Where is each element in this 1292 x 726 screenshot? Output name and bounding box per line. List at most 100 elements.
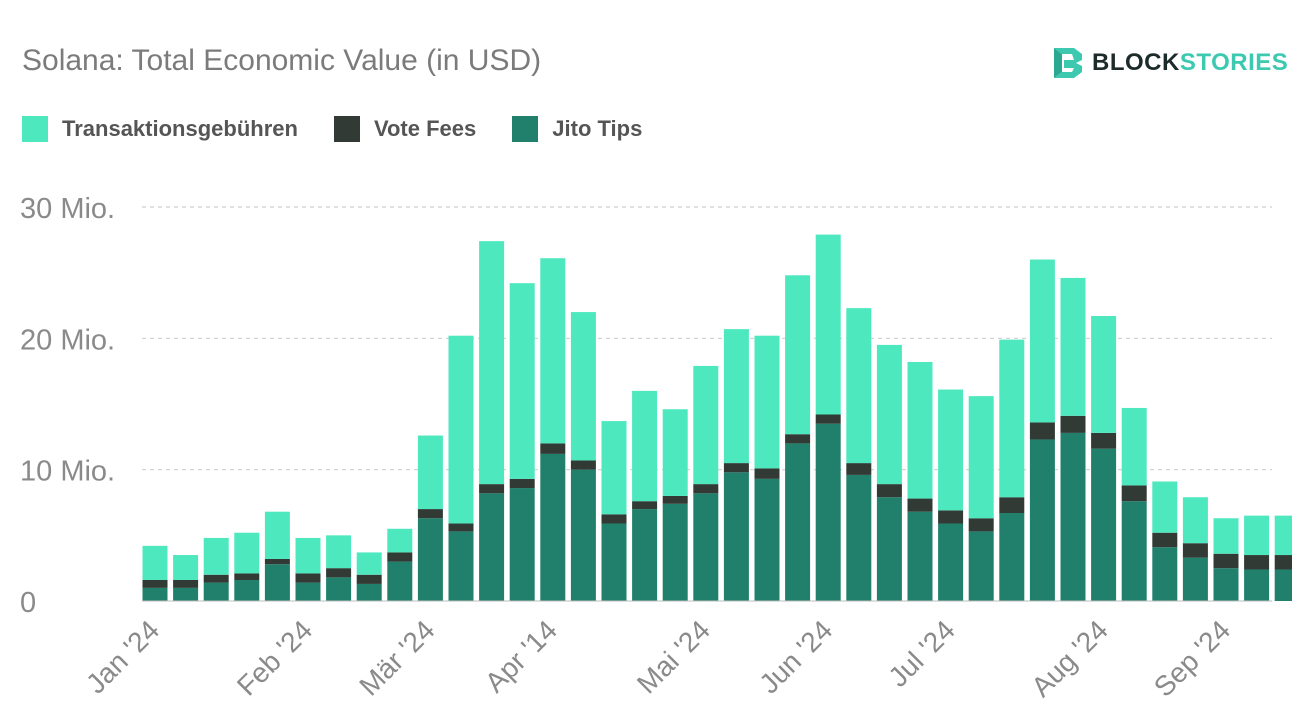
bar-segment [264, 558, 290, 565]
bar-segment [448, 335, 474, 524]
bar-segment [234, 532, 260, 574]
bar-segment [846, 474, 872, 601]
bar-segment [632, 501, 658, 510]
bar-segment [662, 409, 688, 496]
bar-segment [1029, 259, 1055, 423]
x-tick-label: Apr '14 [479, 614, 563, 698]
bar-segment [815, 234, 841, 415]
bar-segment [662, 503, 688, 601]
bar-segment [999, 339, 1025, 498]
x-tick-label: Feb '24 [231, 614, 318, 701]
bar-segment [295, 537, 321, 574]
bar-segment [1121, 501, 1147, 601]
bar-segment [785, 434, 811, 444]
bar-segment [1060, 432, 1086, 601]
x-tick-label: Jun '24 [753, 614, 838, 699]
bar-segment [601, 421, 627, 515]
bar-segment [1182, 557, 1208, 601]
bar-segment [846, 463, 872, 475]
bar-segment [387, 552, 413, 562]
y-tick-label: 30 Mio. [20, 193, 115, 225]
bar-segment [326, 568, 352, 578]
bar-segment [173, 587, 199, 601]
bar-segment [846, 308, 872, 464]
bar-segment [785, 275, 811, 435]
bar-segment [173, 555, 199, 580]
bar-segment [754, 478, 780, 601]
bar-segment [693, 493, 719, 601]
bar-segment [1029, 422, 1055, 440]
bar-segment [1244, 555, 1270, 570]
bar-segment [356, 574, 382, 584]
bar-segment [570, 469, 596, 601]
blockstories-logo: BLOCK STORIES [1050, 42, 1288, 84]
bar-segment [876, 344, 902, 485]
bar-segment [1244, 515, 1270, 556]
bar-segment [938, 510, 964, 524]
bar-segment [417, 518, 443, 601]
bar-segment [1152, 481, 1178, 533]
bar-segment [264, 511, 290, 559]
bar-segment [540, 258, 566, 444]
bar-segment [570, 460, 596, 470]
bar-segment [907, 498, 933, 512]
chart-legend: Transaktionsgebühren Vote Fees Jito Tips [22, 116, 678, 142]
bar-segment [1213, 518, 1239, 554]
bar-segment [1121, 485, 1147, 502]
bar-segment [356, 583, 382, 601]
bar-segment [356, 552, 382, 575]
bar-segment [723, 329, 749, 464]
bar-segment [601, 514, 627, 524]
bar-segment [1244, 569, 1270, 601]
bar-segment [203, 574, 229, 583]
x-tick-label: Aug '24 [1025, 614, 1113, 702]
bar-segment [723, 472, 749, 601]
bar-segment [1060, 415, 1086, 433]
x-tick-label: Jul '24 [882, 614, 961, 693]
bar-segment [693, 484, 719, 494]
bar-segment [999, 513, 1025, 601]
bar-segment [295, 582, 321, 601]
legend-item-vote-fees: Vote Fees [333, 116, 476, 142]
bar-segment [632, 509, 658, 601]
bar-segment [448, 523, 474, 532]
bar-segment [1182, 497, 1208, 544]
legend-item-transaktionsgebuehren: Transaktionsgebühren [22, 116, 298, 142]
bar-segment [479, 241, 505, 485]
bar-segment [387, 528, 413, 553]
bar-segment [540, 443, 566, 454]
bar-segment [693, 365, 719, 485]
bar-segment [601, 523, 627, 601]
bar-segment [142, 545, 168, 580]
bar-segment [1091, 432, 1117, 449]
bar-segment [968, 531, 994, 601]
blockstories-logo-icon [1054, 48, 1082, 78]
y-tick-label: 10 Mio. [20, 456, 115, 488]
bar-segment [448, 531, 474, 601]
bar-segment [479, 493, 505, 601]
bar-segment [417, 435, 443, 510]
bar-segment [173, 579, 199, 588]
legend-label-jito-tips: Jito Tips [552, 116, 643, 141]
bar-segment [815, 423, 841, 601]
bar-segment [509, 488, 535, 601]
bar-segment [1274, 515, 1292, 556]
brand-block-text: BLOCK [1092, 49, 1180, 76]
bar-segment [326, 535, 352, 569]
x-tick-label: Jan '24 [80, 614, 165, 699]
bar-segment [326, 577, 352, 601]
bar-segment [815, 414, 841, 424]
bar-segment [387, 561, 413, 601]
bar-segment [142, 587, 168, 601]
bar-segment [234, 579, 260, 601]
x-tick-label: Mär '24 [353, 614, 440, 701]
bar-segment [1091, 316, 1117, 433]
chart-title: Solana: Total Economic Value (in USD) [22, 44, 542, 77]
bar-segment [754, 468, 780, 479]
brand-stories-text: STORIES [1179, 49, 1289, 76]
bar-segment [907, 361, 933, 499]
bar-segment [1213, 568, 1239, 601]
bar-segment [142, 579, 168, 588]
bar-segment [876, 497, 902, 601]
